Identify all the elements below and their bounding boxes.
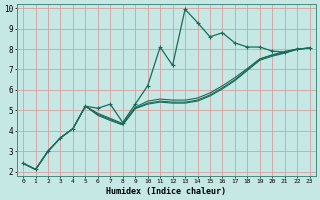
X-axis label: Humidex (Indice chaleur): Humidex (Indice chaleur) (106, 187, 226, 196)
